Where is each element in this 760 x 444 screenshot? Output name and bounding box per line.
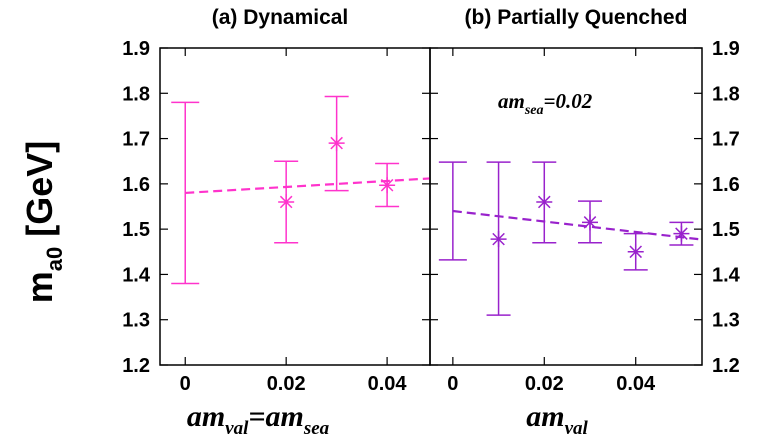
fit-line [452,209,703,241]
y-tick-label: 1.3 [712,310,740,332]
y-tick-label: 1.2 [712,355,740,377]
panel-a-x-axis-label: amval=amsea [187,400,330,439]
y-tick-label: 1.8 [712,83,740,105]
panel-a-title: (a) Dynamical [212,6,349,29]
y-tick-label: 1.7 [122,129,150,151]
x-tick-label: 0 [447,373,458,395]
y-tick-label: 1.3 [122,310,150,332]
data-point [328,135,345,152]
y-tick-label: 1.5 [712,219,740,241]
data-point [379,177,396,194]
plot-frame [429,47,703,366]
panel-a: 1.2 1.3 1.4 1.5 1.6 1.7 1.8 1.9 0 0.02 0.04 [122,38,431,395]
marker-stroke [583,216,597,229]
panel-b-x-axis-label: amval [526,400,588,439]
data-point [673,225,690,242]
y-axis-label-unit: [GeV] [19,141,60,247]
y-tick-label: 1.9 [122,38,150,60]
xlabel-a-am2: =am [248,400,303,433]
x-tick-label: 0.02 [267,373,306,395]
marker-stroke [629,245,643,259]
y-tick-label: 1.4 [712,264,741,286]
y-tick-label: 1.9 [712,38,740,60]
xlabel-b-sub-val: val [565,418,589,439]
x-tick-label: 0 [180,373,191,395]
y-tick-label: 1.7 [712,129,740,151]
y-axis-label-main: m [19,271,60,303]
data-point [536,193,553,210]
y-axis-label-sub: a0 [42,247,67,271]
x-tick-label: 0.04 [368,373,408,395]
data-point [627,243,644,260]
marker-stroke [675,227,688,240]
x-tick-label: 0.02 [525,373,564,395]
x-tick-label: 0.04 [616,373,656,395]
y-tick-label: 1.6 [712,174,740,196]
xlabel-b-am: am [526,400,564,433]
xlabel-a-sub-sea: sea [303,418,330,439]
y-tick-label: 1.8 [122,83,150,105]
extrapolated-error-bar [438,161,467,261]
annotation-value: =0.02 [544,89,593,113]
y-tick-label: 1.5 [122,219,150,241]
data-point [582,214,598,231]
panel-b-annotation: amsea=0.02 [498,89,593,118]
marker-stroke [537,195,551,209]
data-point [490,231,507,248]
marker-stroke [279,195,293,209]
panel-b-title: (b) Partially Quenched [465,6,688,29]
xlabel-a-am1: am [187,400,225,433]
fit-line [185,177,431,195]
xlabel-a-sub-val: val [225,418,249,439]
y-tick-label: 1.4 [122,264,151,286]
marker-stroke [492,232,505,246]
annotation-am: am [498,89,525,113]
extrapolated-error-bar [171,101,200,285]
annotation-sub-sea: sea [524,103,544,118]
y-axis-label: ma0 [GeV] [19,141,67,304]
data-point [278,193,295,210]
panel-b: 1.2 1.3 1.4 1.5 1.6 1.7 1.8 1.9 0 0.02 0.04 [429,38,741,395]
y-tick-label: 1.2 [122,355,150,377]
y-tick-label: 1.6 [122,174,150,196]
marker-stroke [380,178,394,192]
marker-stroke [330,136,343,150]
